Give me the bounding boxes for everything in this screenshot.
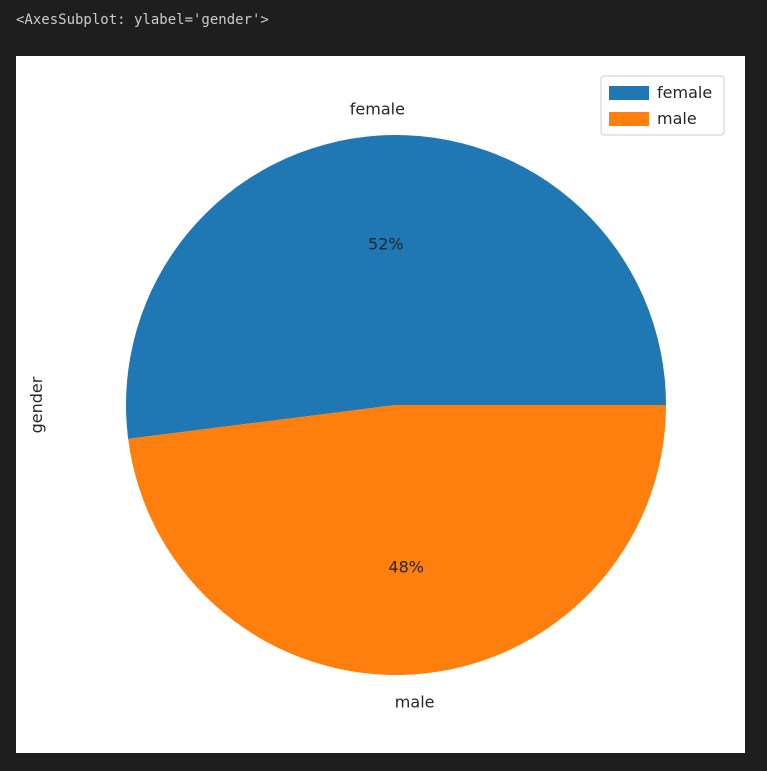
- legend: female male: [600, 75, 725, 136]
- legend-swatch-female: [609, 86, 649, 100]
- pie-label-male: male: [395, 692, 435, 711]
- axes-repr-text: <AxesSubplot: ylabel='gender'>: [16, 12, 269, 28]
- pie-percent-labels: 52% 48%: [368, 234, 424, 576]
- figure-canvas: female male 52% 48% gender female male: [16, 56, 745, 753]
- pie-slices: [125, 134, 666, 675]
- pie-percent-female: 52%: [368, 234, 404, 253]
- pie-label-female: female: [350, 100, 405, 119]
- pie-chart: female male 52% 48% gender female male: [27, 75, 725, 712]
- legend-label-female: female: [657, 83, 712, 102]
- y-axis-label: gender: [27, 376, 46, 433]
- legend-swatch-male: [609, 112, 649, 126]
- pie-slice-female: [125, 134, 666, 439]
- pie-slice-male: [128, 405, 666, 675]
- pie-labels: female male: [350, 100, 435, 712]
- legend-label-male: male: [657, 109, 697, 128]
- pie-percent-male: 48%: [388, 558, 424, 577]
